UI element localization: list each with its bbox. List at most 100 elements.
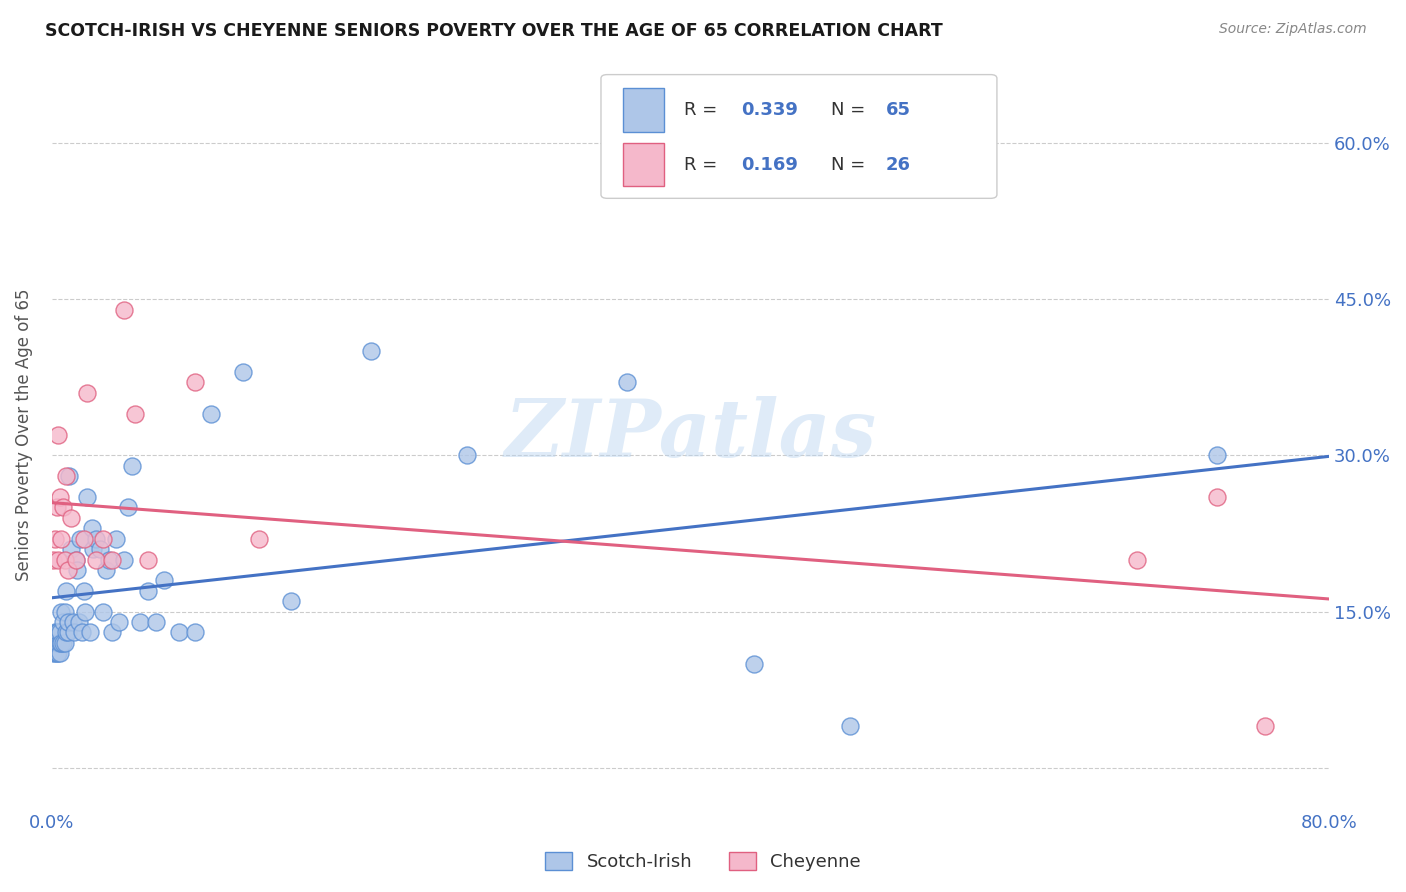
Text: SCOTCH-IRISH VS CHEYENNE SENIORS POVERTY OVER THE AGE OF 65 CORRELATION CHART: SCOTCH-IRISH VS CHEYENNE SENIORS POVERTY… xyxy=(45,22,943,40)
Point xyxy=(839,719,862,733)
Point xyxy=(46,427,69,442)
Point xyxy=(44,646,66,660)
Point xyxy=(48,490,70,504)
Point xyxy=(48,646,70,660)
Point xyxy=(52,615,75,629)
Point xyxy=(112,552,135,566)
Point xyxy=(1254,719,1277,733)
Point xyxy=(200,407,222,421)
Point xyxy=(101,625,124,640)
Point xyxy=(121,458,143,473)
Point xyxy=(44,636,66,650)
Point xyxy=(145,615,167,629)
Text: R =: R = xyxy=(683,101,717,119)
Point xyxy=(42,552,65,566)
Point xyxy=(184,625,207,640)
FancyBboxPatch shape xyxy=(600,75,997,198)
Point xyxy=(51,605,73,619)
Point xyxy=(45,636,67,650)
Point xyxy=(107,615,129,629)
Point xyxy=(59,511,82,525)
Point xyxy=(53,552,76,566)
Point xyxy=(56,625,79,640)
FancyBboxPatch shape xyxy=(623,88,664,132)
Point xyxy=(55,583,77,598)
Text: 26: 26 xyxy=(886,155,911,174)
Point xyxy=(91,532,114,546)
Point xyxy=(42,636,65,650)
Point xyxy=(73,532,96,546)
Point xyxy=(1126,552,1149,566)
Text: N =: N = xyxy=(831,155,865,174)
Point xyxy=(58,469,80,483)
Point xyxy=(48,625,70,640)
Point xyxy=(42,646,65,660)
Point xyxy=(616,376,638,390)
Point xyxy=(65,552,87,566)
Point xyxy=(46,646,69,660)
Point xyxy=(232,365,254,379)
Point xyxy=(247,532,270,546)
Point xyxy=(76,490,98,504)
Point xyxy=(117,500,139,515)
Point xyxy=(46,552,69,566)
Text: R =: R = xyxy=(683,155,717,174)
Point xyxy=(136,583,159,598)
Point xyxy=(456,449,478,463)
Point xyxy=(45,500,67,515)
Point xyxy=(89,542,111,557)
Point xyxy=(152,574,174,588)
Point xyxy=(112,302,135,317)
Point xyxy=(53,605,76,619)
Point xyxy=(75,605,97,619)
Point xyxy=(56,615,79,629)
Point xyxy=(44,625,66,640)
Point xyxy=(76,385,98,400)
Point xyxy=(59,542,82,557)
Point xyxy=(55,469,77,483)
Point xyxy=(51,636,73,650)
Point xyxy=(280,594,302,608)
Point xyxy=(52,500,75,515)
Point xyxy=(55,625,77,640)
Point xyxy=(73,583,96,598)
Point xyxy=(169,625,191,640)
Point xyxy=(69,532,91,546)
Point xyxy=(52,636,75,650)
Point xyxy=(742,657,765,671)
Point xyxy=(70,625,93,640)
Point xyxy=(360,344,382,359)
Text: 65: 65 xyxy=(886,101,911,119)
Point xyxy=(82,542,104,557)
Point xyxy=(91,605,114,619)
Point xyxy=(63,625,86,640)
Text: 0.339: 0.339 xyxy=(741,101,799,119)
Y-axis label: Seniors Poverty Over the Age of 65: Seniors Poverty Over the Age of 65 xyxy=(15,288,32,581)
Point xyxy=(65,552,87,566)
Point xyxy=(53,636,76,650)
Point xyxy=(86,552,108,566)
Text: Source: ZipAtlas.com: Source: ZipAtlas.com xyxy=(1219,22,1367,37)
Point xyxy=(136,552,159,566)
Text: N =: N = xyxy=(831,101,865,119)
FancyBboxPatch shape xyxy=(623,143,664,186)
Point xyxy=(94,563,117,577)
Point xyxy=(1206,449,1229,463)
Point xyxy=(104,532,127,546)
Point xyxy=(124,407,146,421)
Point xyxy=(46,625,69,640)
Text: ZIPatlas: ZIPatlas xyxy=(505,396,876,474)
Point xyxy=(86,532,108,546)
Point xyxy=(98,552,121,566)
Point xyxy=(67,615,90,629)
Point xyxy=(66,563,89,577)
Point xyxy=(56,563,79,577)
Point xyxy=(48,636,70,650)
Point xyxy=(184,376,207,390)
Point xyxy=(46,636,69,650)
Point xyxy=(80,521,103,535)
Point xyxy=(45,646,67,660)
Point xyxy=(1206,490,1229,504)
Point xyxy=(51,532,73,546)
Legend: Scotch-Irish, Cheyenne: Scotch-Irish, Cheyenne xyxy=(538,845,868,879)
